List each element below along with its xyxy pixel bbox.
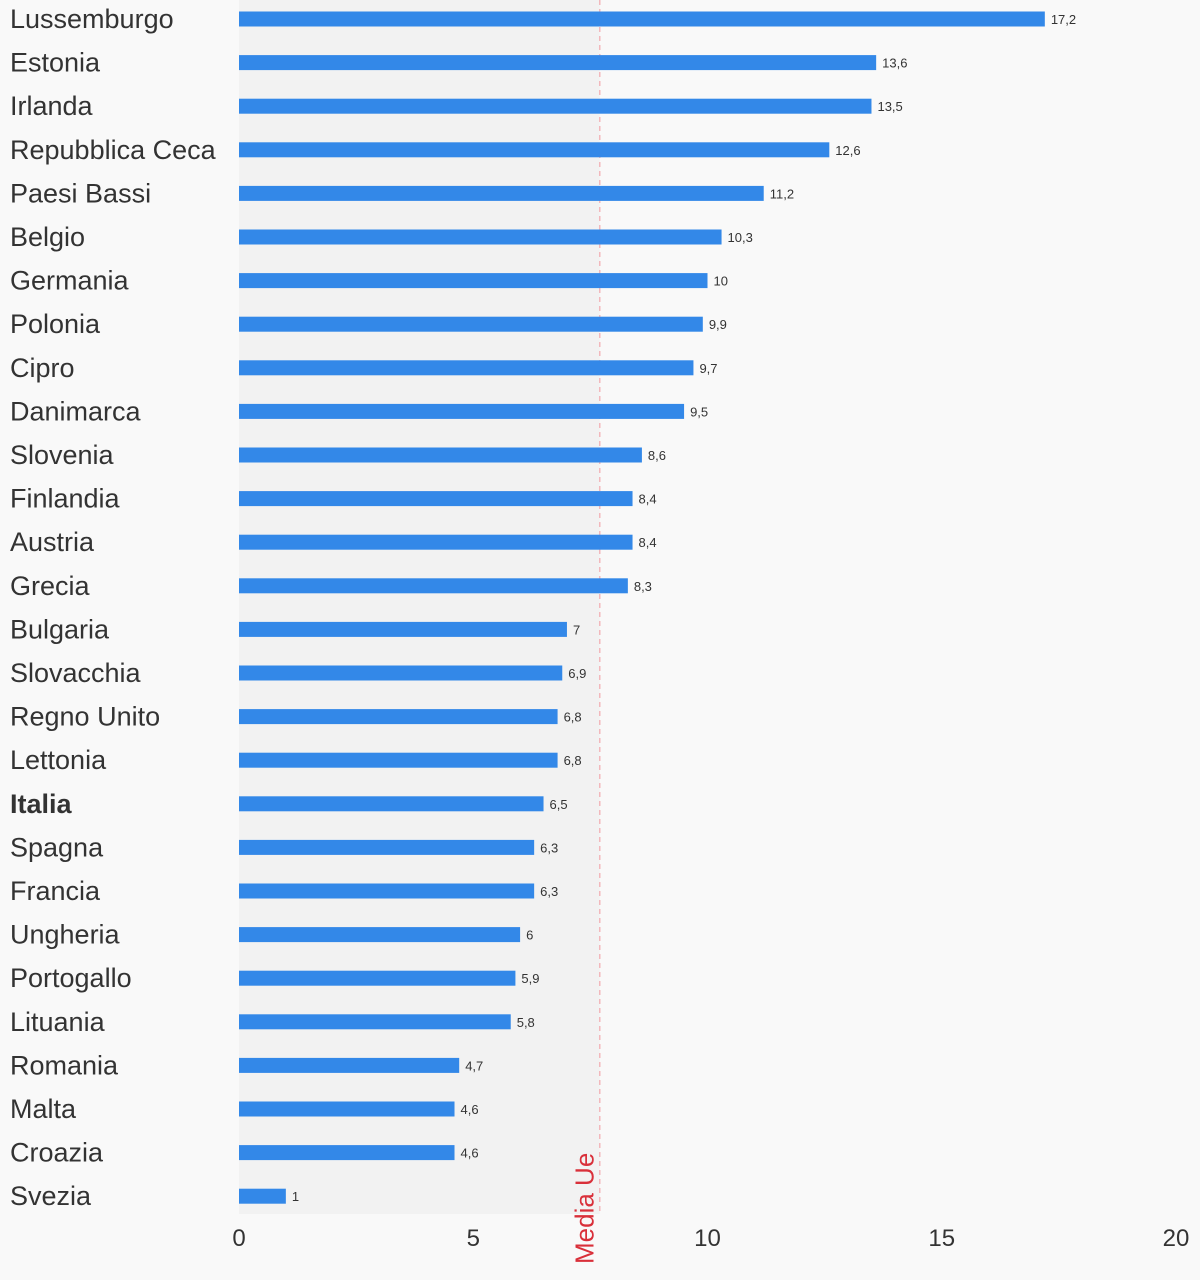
below-average-region <box>239 0 600 1214</box>
bar <box>239 839 535 855</box>
value-label: 1 <box>292 1189 299 1204</box>
value-label: 6,8 <box>564 710 582 725</box>
category-label: Finlandia <box>10 484 121 514</box>
value-label: 6,8 <box>564 753 582 768</box>
category-label: Irlanda <box>10 91 94 121</box>
category-label: Lussemburgo <box>10 4 174 34</box>
bar <box>239 55 877 71</box>
category-label: Cipro <box>10 353 75 383</box>
value-label: 10,3 <box>728 230 753 245</box>
bar <box>239 665 563 681</box>
category-label: Svezia <box>10 1181 92 1211</box>
bar <box>239 1188 286 1204</box>
category-label: Romania <box>10 1050 119 1080</box>
value-label: 5,8 <box>517 1015 535 1030</box>
bar <box>239 578 628 594</box>
value-label: 13,6 <box>882 56 907 71</box>
bar <box>239 491 633 507</box>
x-tick-label: 15 <box>928 1225 955 1252</box>
bar <box>239 709 558 725</box>
x-tick-label: 0 <box>232 1225 245 1252</box>
bar <box>239 970 516 986</box>
value-label: 6,3 <box>540 884 558 899</box>
value-label: 8,3 <box>634 579 652 594</box>
value-label: 4,6 <box>461 1146 479 1161</box>
category-label: Slovenia <box>10 440 115 470</box>
value-label: 6,5 <box>550 797 568 812</box>
eu-average-label: Media Ue <box>570 1153 600 1264</box>
bar <box>239 11 1045 27</box>
category-label: Malta <box>10 1094 77 1124</box>
category-label: Italia <box>10 789 73 819</box>
category-label: Belgio <box>10 222 85 252</box>
category-label: Francia <box>10 876 101 906</box>
value-label: 11,2 <box>770 186 794 201</box>
value-label: 6 <box>526 928 533 943</box>
x-tick-label: 20 <box>1163 1225 1190 1252</box>
category-label: Portogallo <box>10 963 132 993</box>
bar <box>239 1101 455 1117</box>
bar <box>239 534 633 550</box>
value-label: 8,6 <box>648 448 666 463</box>
category-label: Paesi Bassi <box>10 178 151 208</box>
bar <box>239 360 694 376</box>
value-label: 8,4 <box>639 535 657 550</box>
value-label: 7 <box>573 622 580 637</box>
category-label: Lituania <box>10 1007 106 1037</box>
value-label: 9,7 <box>699 361 717 376</box>
bar <box>239 316 703 332</box>
category-label: Grecia <box>10 571 91 601</box>
bar <box>239 621 567 637</box>
bar <box>239 1057 460 1073</box>
value-label: 6,3 <box>540 840 558 855</box>
bar <box>239 927 521 943</box>
category-label: Danimarca <box>10 396 142 426</box>
value-label: 5,9 <box>521 971 539 986</box>
category-label: Austria <box>10 527 95 557</box>
bar <box>239 796 544 812</box>
value-label: 6,9 <box>568 666 586 681</box>
category-label: Germania <box>10 266 130 296</box>
category-label: Lettonia <box>10 745 107 775</box>
bar <box>239 447 642 463</box>
value-label: 4,7 <box>465 1058 483 1073</box>
bar <box>239 752 558 768</box>
value-label: 13,5 <box>877 99 902 114</box>
category-label: Estonia <box>10 48 101 78</box>
x-tick-label: 5 <box>467 1225 480 1252</box>
bar <box>239 185 764 201</box>
x-tick-label: 10 <box>694 1225 721 1252</box>
value-label: 17,2 <box>1051 12 1076 27</box>
value-label: 10 <box>714 274 728 289</box>
value-label: 9,5 <box>690 404 708 419</box>
bar <box>239 98 872 114</box>
bar <box>239 883 535 899</box>
bar <box>239 1014 511 1030</box>
category-label: Ungheria <box>10 920 121 950</box>
category-label: Bulgaria <box>10 614 110 644</box>
category-label: Croazia <box>10 1138 104 1168</box>
category-label: Slovacchia <box>10 658 142 688</box>
category-label: Polonia <box>10 309 101 339</box>
category-label: Spagna <box>10 832 104 862</box>
bar <box>239 1145 455 1161</box>
value-label: 8,4 <box>639 492 657 507</box>
category-label: Regno Unito <box>10 702 160 732</box>
value-label: 9,9 <box>709 317 727 332</box>
value-label: 12,6 <box>835 143 860 158</box>
bar <box>239 403 685 419</box>
category-label: Repubblica Ceca <box>10 135 217 165</box>
bar <box>239 229 722 245</box>
value-label: 4,6 <box>461 1102 479 1117</box>
bar <box>239 273 708 289</box>
bar <box>239 142 830 158</box>
